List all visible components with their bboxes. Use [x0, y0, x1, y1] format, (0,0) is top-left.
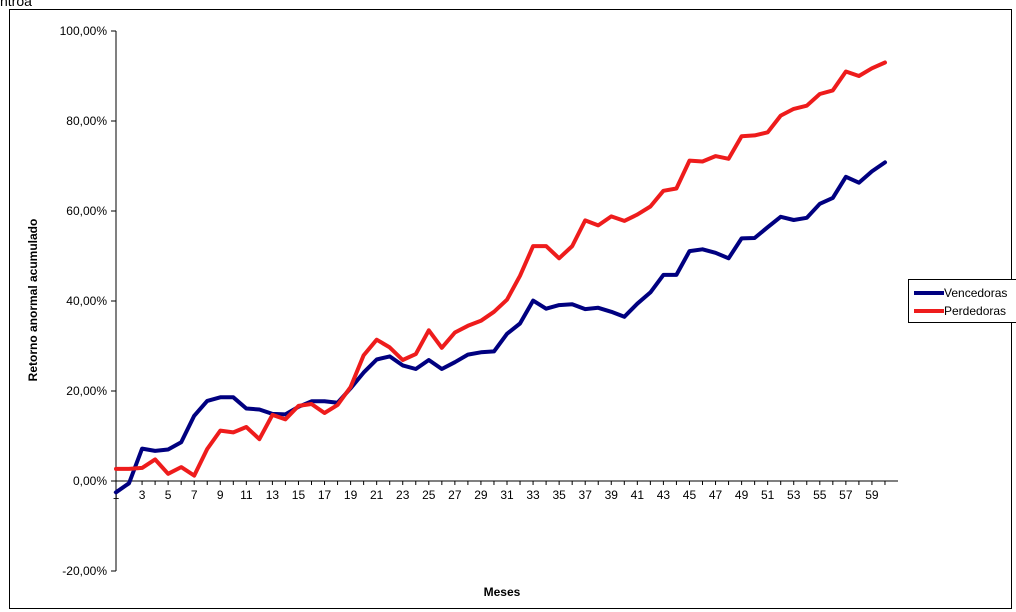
x-tick-label: 39 [605, 488, 619, 502]
x-tick-label: 29 [474, 488, 488, 502]
x-tick-label: 9 [217, 488, 224, 502]
legend-label-vencedoras: Vencedoras [944, 286, 1008, 300]
x-tick-label: 23 [396, 488, 410, 502]
y-tick-label: 0,00% [73, 474, 107, 488]
x-tick-label: 43 [657, 488, 671, 502]
legend-label-perdedoras: Perdedoras [944, 304, 1007, 318]
x-tick-label: 25 [422, 488, 436, 502]
x-tick-label: 41 [631, 488, 645, 502]
legend: Vencedoras Perdedoras [908, 279, 1016, 323]
x-axis-ticks: 1357911131517192123252729313335373941434… [113, 481, 886, 502]
x-tick-label: 37 [579, 488, 593, 502]
legend-item-perdedoras: Perdedoras [909, 303, 1006, 319]
x-tick-label: 57 [839, 488, 853, 502]
legend-swatch-perdedoras [914, 309, 944, 313]
x-tick-label: 13 [266, 488, 280, 502]
x-tick-label: 15 [292, 488, 306, 502]
y-tick-label: 40,00% [66, 294, 107, 308]
x-tick-label: 31 [500, 488, 514, 502]
x-tick-label: 35 [552, 488, 566, 502]
axes [115, 31, 898, 571]
x-tick-label: 19 [344, 488, 358, 502]
legend-swatch-vencedoras [914, 291, 944, 295]
x-axis-title: Meses [484, 585, 521, 599]
series-lines [114, 60, 887, 495]
x-tick-label: 7 [191, 488, 198, 502]
clipped-caption-text: ntroa [0, 0, 32, 9]
y-tick-label: 20,00% [66, 384, 107, 398]
y-tick-label: 100,00% [60, 24, 108, 38]
legend-item-vencedoras: Vencedoras [909, 285, 1007, 301]
x-tick-label: 53 [787, 488, 801, 502]
x-tick-label: 51 [761, 488, 775, 502]
x-tick-label: 5 [165, 488, 172, 502]
series-line-perdedoras [114, 60, 887, 478]
x-tick-label: 59 [865, 488, 879, 502]
x-tick-label: 49 [735, 488, 749, 502]
series-line-vencedoras [114, 160, 887, 495]
x-tick-label: 45 [683, 488, 697, 502]
y-axis-title: Retorno anormal acumulado [26, 219, 40, 382]
y-tick-label: 80,00% [66, 114, 107, 128]
y-tick-label: 60,00% [66, 204, 107, 218]
x-tick-label: 21 [370, 488, 384, 502]
x-tick-label: 47 [709, 488, 723, 502]
y-axis-ticks: -20,00% 0,00% 20,00% 40,00% 60,00% 80,00% 100,… [60, 24, 116, 578]
x-tick-label: 3 [139, 488, 146, 502]
x-tick-label: 11 [240, 488, 253, 502]
x-tick-label: 27 [448, 488, 462, 502]
y-tick-label: -20,00% [62, 564, 107, 578]
x-tick-label: 33 [526, 488, 540, 502]
x-tick-label: 17 [318, 488, 332, 502]
x-tick-label: 55 [813, 488, 827, 502]
